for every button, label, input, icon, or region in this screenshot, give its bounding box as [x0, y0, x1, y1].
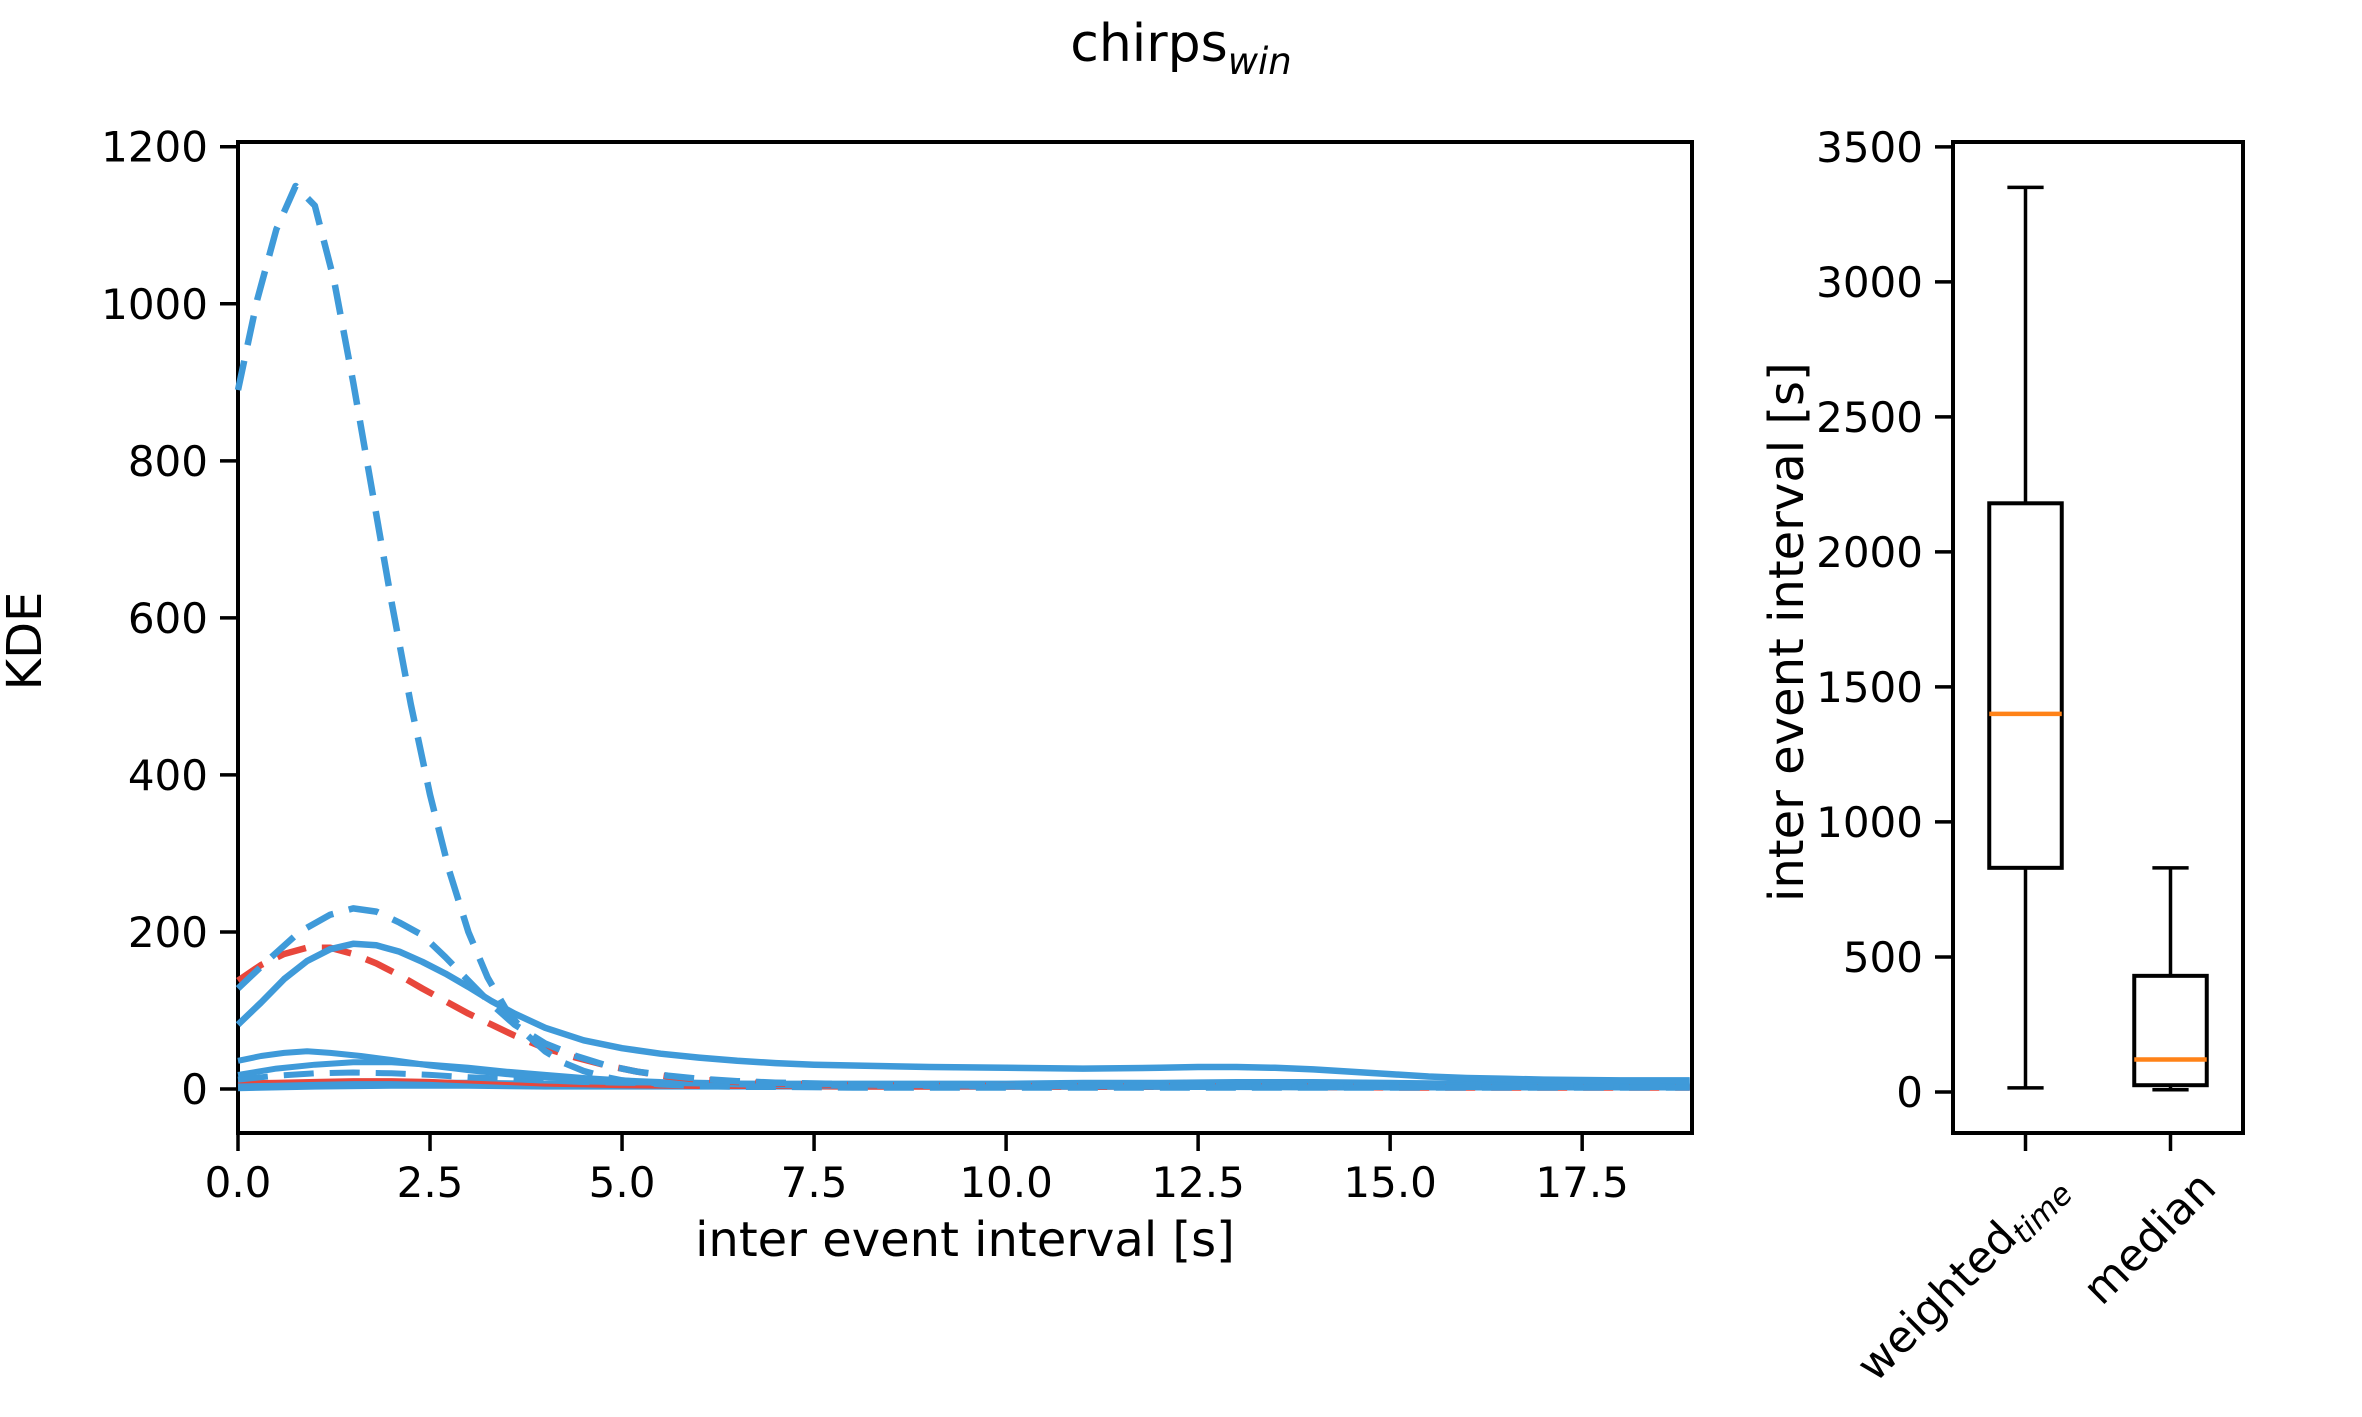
y-tick-label: 1000: [101, 280, 208, 329]
y-tick-label: 800: [128, 437, 208, 486]
x-tick-label: 0.0: [205, 1158, 272, 1207]
x-tick-label: 15.0: [1343, 1158, 1437, 1207]
y-tick-label: 200: [128, 908, 208, 957]
y-tick-label: 1000: [1816, 798, 1923, 847]
x-tick-label: 5.0: [589, 1158, 656, 1207]
y-tick-label: 0: [1896, 1068, 1923, 1117]
kde-curve-blue-dashed-big: [234, 182, 1690, 1091]
y-tick-label: 2000: [1816, 528, 1923, 577]
kde-curve-blue-solid-main: [235, 940, 1690, 1084]
y-tick-label: 3500: [1816, 123, 1923, 172]
x-tick-label: 17.5: [1535, 1158, 1629, 1207]
y-tick-label: 1200: [101, 123, 208, 172]
figure-title-main: chirps: [1070, 14, 1228, 74]
axes-frame: [1951, 140, 2245, 1135]
y-tick-label: 2500: [1816, 393, 1923, 442]
boxplot-y-axis-label: inter event interval [s]: [1759, 362, 1815, 902]
y-tick-label: 1500: [1816, 663, 1923, 712]
y-tick-label: 3000: [1816, 258, 1923, 307]
axes-frame: [236, 140, 1694, 1135]
y-tick-label: 400: [128, 751, 208, 800]
y-tick-label: 500: [1843, 933, 1923, 982]
kde-y-axis-label: KDE: [0, 591, 53, 691]
x-tick-label: 7.5: [781, 1158, 848, 1207]
figure-title-subscript: win: [1227, 40, 1292, 83]
box-iqr: [1987, 501, 2064, 870]
y-tick-label: 600: [128, 594, 208, 643]
x-tick-label: 2.5: [397, 1158, 464, 1207]
figure-title: chirpswin: [1070, 14, 1291, 83]
kde-x-axis-label: inter event interval [s]: [695, 1212, 1235, 1268]
x-tick-label: 10.0: [959, 1158, 1053, 1207]
box-iqr: [2132, 973, 2209, 1088]
x-tick-label: 12.5: [1151, 1158, 1245, 1207]
kde-curve-blue-dashed-mid: [235, 905, 1690, 1090]
y-tick-label: 0: [181, 1065, 208, 1114]
